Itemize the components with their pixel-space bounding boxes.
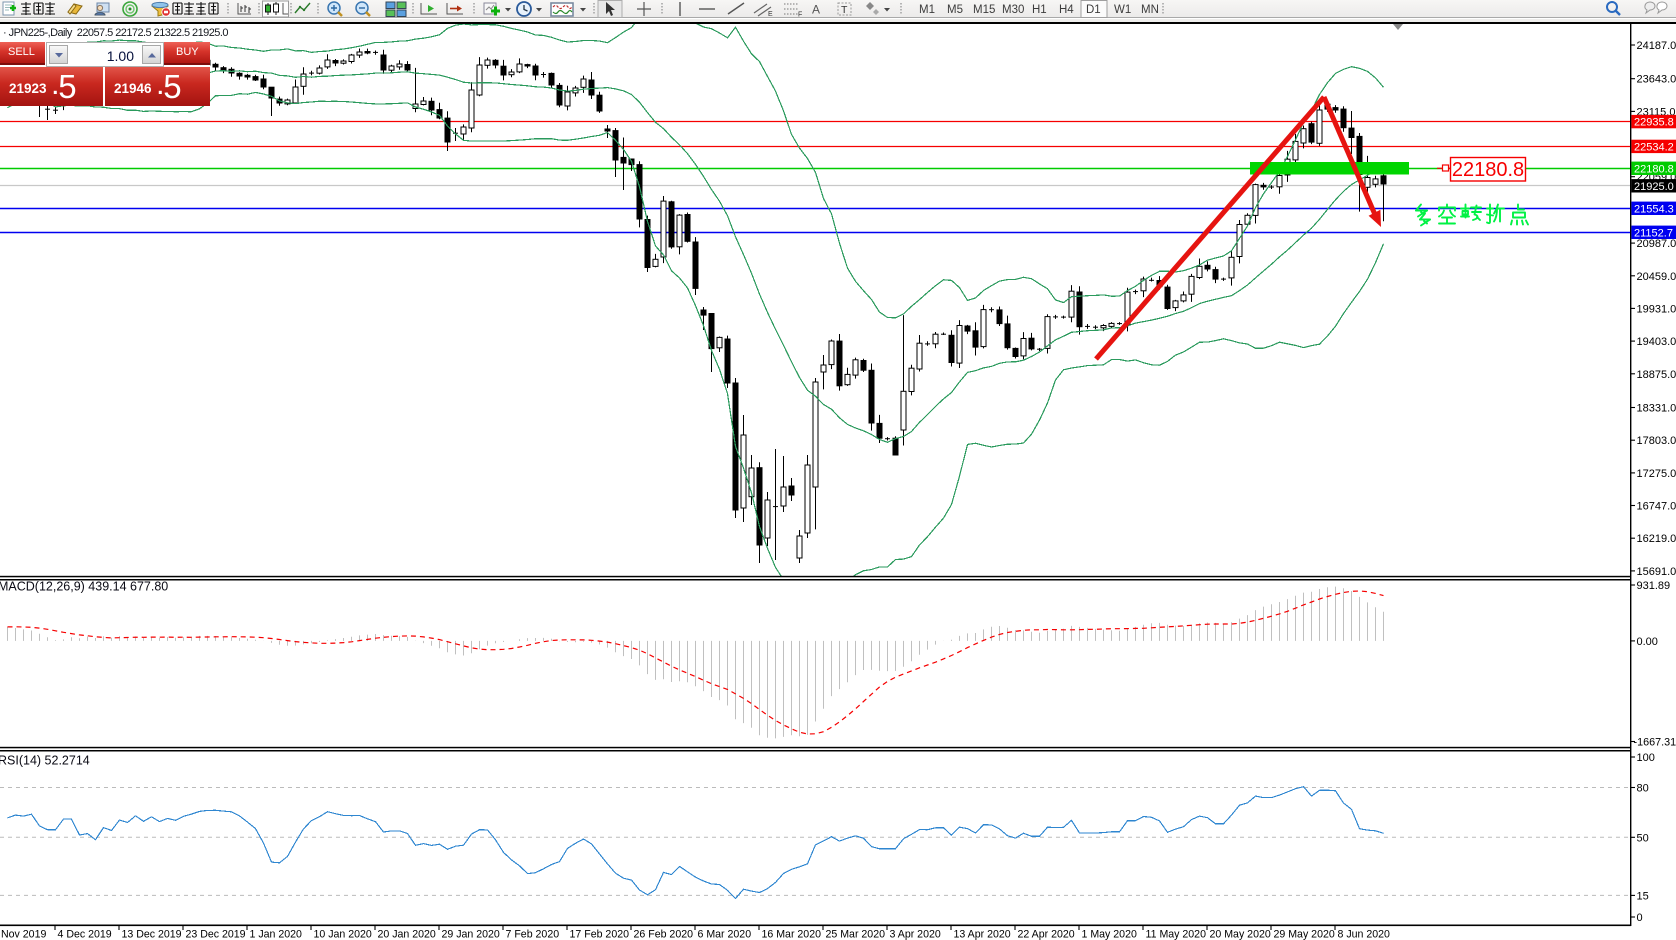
svg-text:16219.0: 16219.0 [1637,533,1676,545]
svg-text:W1: W1 [1114,4,1131,16]
svg-text:24187.0: 24187.0 [1637,40,1676,52]
svg-text:0.00: 0.00 [1637,636,1658,648]
svg-text:M1: M1 [919,4,935,16]
svg-text:1 May 2020: 1 May 2020 [1082,929,1137,940]
svg-text:15: 15 [1637,890,1649,902]
svg-text:100: 100 [1637,752,1655,764]
svg-text:23 Dec 2019: 23 Dec 2019 [186,929,246,940]
svg-text:15691.0: 15691.0 [1637,566,1676,578]
svg-text:M15: M15 [973,4,995,16]
svg-text:Nov 2019: Nov 2019 [1,929,46,940]
svg-text:20459.0: 20459.0 [1637,271,1676,283]
svg-text:10 Jan 2020: 10 Jan 2020 [314,929,372,940]
svg-text:11 May 2020: 11 May 2020 [1146,929,1207,940]
svg-text:18331.0: 18331.0 [1637,403,1676,415]
svg-text:80: 80 [1637,783,1649,795]
svg-text:8 Jun 2020: 8 Jun 2020 [1338,929,1391,940]
svg-text:18875.0: 18875.0 [1637,369,1676,381]
svg-text:4 Dec 2019: 4 Dec 2019 [58,929,112,940]
svg-text:17275.0: 17275.0 [1637,468,1676,480]
svg-text:16747.0: 16747.0 [1637,501,1676,513]
svg-text:20987.0: 20987.0 [1637,238,1676,250]
svg-text:16 Mar 2020: 16 Mar 2020 [762,929,822,940]
svg-text:A: A [812,3,820,17]
svg-text:20 May 2020: 20 May 2020 [1210,929,1271,940]
svg-text:7 Feb 2020: 7 Feb 2020 [506,929,560,940]
svg-text:-1667.31: -1667.31 [1634,737,1676,749]
svg-text:21152.7: 21152.7 [1634,227,1673,239]
svg-text:H4: H4 [1059,4,1074,16]
svg-text:22 Apr 2020: 22 Apr 2020 [1018,929,1075,940]
svg-text:6 Mar 2020: 6 Mar 2020 [698,929,752,940]
svg-text:MACD(12,26,9) 439.14 677.80: MACD(12,26,9) 439.14 677.80 [0,580,168,594]
svg-text:RSI(14) 52.2714: RSI(14) 52.2714 [0,754,90,768]
svg-text:22180.8: 22180.8 [1634,163,1674,175]
svg-text:19931.0: 19931.0 [1637,303,1676,315]
svg-text:21554.3: 21554.3 [1634,203,1674,215]
svg-text:22935.8: 22935.8 [1634,117,1674,129]
svg-text:19403.0: 19403.0 [1637,336,1676,348]
svg-text:29 May 2020: 29 May 2020 [1274,929,1335,940]
svg-text:1 Jan 2020: 1 Jan 2020 [250,929,303,940]
svg-text:931.89: 931.89 [1637,580,1671,592]
svg-text:M5: M5 [947,4,963,16]
svg-text:M30: M30 [1002,4,1024,16]
svg-text:21925.0: 21925.0 [1634,181,1674,193]
svg-text:D1: D1 [1086,4,1101,16]
svg-text:F: F [798,12,802,19]
svg-text:H1: H1 [1032,4,1047,16]
svg-text:50: 50 [1637,832,1649,844]
svg-text:20 Jan 2020: 20 Jan 2020 [378,929,436,940]
svg-text:3 Apr 2020: 3 Apr 2020 [890,929,941,940]
svg-text:E: E [768,11,773,18]
svg-text:17 Feb 2020: 17 Feb 2020 [570,929,630,940]
svg-text:26 Feb 2020: 26 Feb 2020 [634,929,694,940]
svg-text:23643.0: 23643.0 [1637,74,1676,86]
svg-text:0: 0 [1637,912,1643,924]
svg-text:22534.2: 22534.2 [1634,141,1674,153]
svg-text:25 Mar 2020: 25 Mar 2020 [826,929,886,940]
svg-text:T: T [841,4,848,16]
svg-text:13 Dec 2019: 13 Dec 2019 [122,929,182,940]
svg-text:22180.8: 22180.8 [1452,159,1524,181]
svg-text:MN: MN [1141,4,1159,16]
svg-text:13 Apr 2020: 13 Apr 2020 [954,929,1011,940]
svg-text:17803.0: 17803.0 [1637,435,1676,447]
svg-text:29 Jan 2020: 29 Jan 2020 [442,929,500,940]
